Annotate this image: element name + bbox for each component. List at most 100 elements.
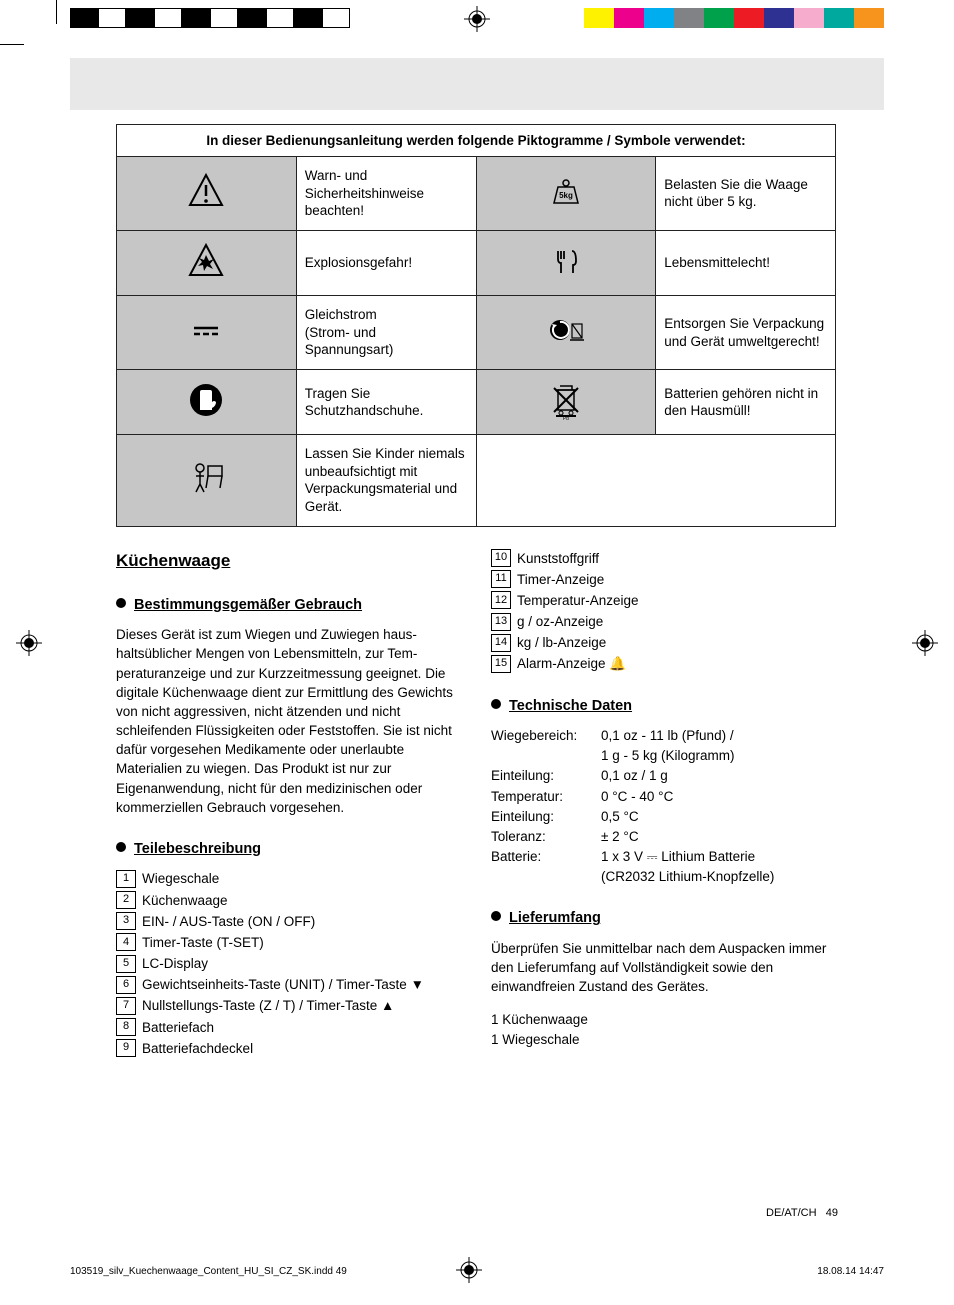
pictogram-icon: 5kg <box>476 157 656 231</box>
part-number: 6 <box>116 976 136 994</box>
intended-use-body: Dieses Gerät ist zum Wiegen und Zuwiegen… <box>116 625 461 817</box>
part-number: 8 <box>116 1018 136 1036</box>
part-number: 13 <box>491 613 511 631</box>
part-item: 9Batteriefachdeckel <box>116 1039 461 1058</box>
pictogram-desc: Explosionsgefahr! <box>296 230 476 296</box>
pictogram-icon <box>117 296 297 370</box>
pictogram-icon <box>117 435 297 526</box>
tech-value: 1 x 3 V ⎓ Lithium Batterie <box>601 847 755 866</box>
part-label: LC-Display <box>142 954 208 973</box>
scope-body: Überprüfen Sie unmittelbar nach dem Ausp… <box>491 939 836 996</box>
pictogram-desc: Warn- und Sicherheitshinweise beachten! <box>296 157 476 231</box>
part-label: g / oz-Anzeige <box>517 612 603 631</box>
tech-label <box>491 867 601 886</box>
part-item: 14 kg / lb-Anzeige <box>491 633 836 652</box>
tech-value: 0,5 °C <box>601 807 639 826</box>
part-item: 1Wiegeschale <box>116 869 461 888</box>
pictogram-icon: Pb <box>476 369 656 435</box>
part-number: 2 <box>116 891 136 909</box>
tech-row: Toleranz:± 2 °C <box>491 827 836 846</box>
section-heading-intended-use: Bestimmungsgemäßer Gebrauch <box>116 595 461 616</box>
part-item: 3 EIN- / AUS-Taste (ON / OFF) <box>116 912 461 931</box>
tech-row: Einteilung:0,1 oz / 1 g <box>491 766 836 785</box>
tech-row: Wiegebereich:0,1 oz - 11 lb (Pfund) / <box>491 726 836 745</box>
tech-label: Toleranz: <box>491 827 601 846</box>
tech-label <box>491 746 601 765</box>
tech-label: Batterie: <box>491 847 601 866</box>
scope-item: 1 Wiegeschale <box>491 1030 836 1049</box>
part-label: Nullstellungs-Taste (Z / T) / Timer-Tast… <box>142 996 394 1015</box>
svg-text:Pb: Pb <box>563 416 569 420</box>
pictogram-icon <box>117 369 297 435</box>
part-number: 4 <box>116 933 136 951</box>
pictogram-table: In dieser Bedienungsanleitung werden fol… <box>116 124 836 527</box>
part-number: 9 <box>116 1039 136 1057</box>
part-item: 8 Batteriefach <box>116 1018 461 1037</box>
part-label: Küchenwaage <box>142 891 228 910</box>
imprint-bar: 103519_silv_Kuechenwaage_Content_HU_SI_C… <box>70 1266 884 1277</box>
page-footer: DE/AT/CH 49 <box>766 1207 838 1219</box>
part-item: 2 Küchenwaage <box>116 891 461 910</box>
part-label: Wiegeschale <box>142 869 219 888</box>
tech-label: Wiegebereich: <box>491 726 601 745</box>
svg-text:5kg: 5kg <box>559 191 573 200</box>
pictogram-icon <box>117 230 297 296</box>
part-number: 7 <box>116 997 136 1015</box>
part-item: 7 Nullstellungs-Taste (Z / T) / Timer-Tas… <box>116 996 461 1015</box>
tech-value: 0,1 oz - 11 lb (Pfund) / <box>601 726 734 745</box>
tech-value: 1 g - 5 kg (Kilogramm) <box>601 746 735 765</box>
imprint-file: 103519_silv_Kuechenwaage_Content_HU_SI_C… <box>70 1266 347 1277</box>
part-number: 14 <box>491 634 511 652</box>
page-title: Küchenwaage <box>116 549 461 573</box>
pictogram-table-header: In dieser Bedienungsanleitung werden fol… <box>117 125 836 157</box>
section-heading-techdata: Technische Daten <box>491 696 836 717</box>
section-heading-parts: Teilebeschreibung <box>116 839 461 860</box>
pictogram-desc: Entsorgen Sie Verpackung und Gerät umwel… <box>656 296 836 370</box>
tech-row: Batterie:1 x 3 V ⎓ Lithium Batterie <box>491 847 836 866</box>
part-item: 11 Timer-Anzeige <box>491 570 836 589</box>
tech-value: ± 2 °C <box>601 827 639 846</box>
part-item: 13 g / oz-Anzeige <box>491 612 836 631</box>
part-label: EIN- / AUS-Taste (ON / OFF) <box>142 912 315 931</box>
part-number: 5 <box>116 955 136 973</box>
part-label: Gewichtseinheits-Taste (UNIT) / Timer-Ta… <box>142 975 424 994</box>
part-number: 3 <box>116 912 136 930</box>
page-header-band <box>70 58 884 110</box>
pictogram-icon <box>476 230 656 296</box>
part-item: 5 LC-Display <box>116 954 461 973</box>
pictogram-icon <box>117 157 297 231</box>
part-label: Temperatur-Anzeige <box>517 591 639 610</box>
scope-item: 1 Küchenwaage <box>491 1010 836 1029</box>
part-label: Batteriefach <box>142 1018 214 1037</box>
pictogram-desc: Batterien gehören nicht in den Hausmüll! <box>656 369 836 435</box>
part-number: 15 <box>491 655 511 673</box>
tech-label: Temperatur: <box>491 787 601 806</box>
pictogram-desc: Lassen Sie Kinder niemals unbeauf­sichti… <box>296 435 476 526</box>
part-label: kg / lb-Anzeige <box>517 633 606 652</box>
part-item: 12 Temperatur-Anzeige <box>491 591 836 610</box>
part-item: 15 Alarm-Anzeige 🔔 <box>491 654 836 673</box>
part-number: 10 <box>491 549 511 567</box>
registration-mark <box>912 630 938 656</box>
part-number: 11 <box>491 570 511 588</box>
part-label: Alarm-Anzeige 🔔 <box>517 654 626 673</box>
part-number: 12 <box>491 591 511 609</box>
tech-value: (CR2032 Lithium-Knopfzelle) <box>601 867 774 886</box>
registration-mark <box>16 630 42 656</box>
imprint-date: 18.08.14 14:47 <box>817 1266 884 1277</box>
tech-value: 0,1 oz / 1 g <box>601 766 668 785</box>
part-label: Timer-Taste (T-SET) <box>142 933 264 952</box>
pictogram-desc: Tragen Sie Schutzhandschuhe. <box>296 369 476 435</box>
tech-label: Einteilung: <box>491 807 601 826</box>
tech-value: 0 °C - 40 °C <box>601 787 673 806</box>
pictogram-desc: Belasten Sie die Waage nicht über 5 kg. <box>656 157 836 231</box>
pictogram-desc: Gleichstrom (Strom- und Spannungsart) <box>296 296 476 370</box>
tech-row: 1 g - 5 kg (Kilogramm) <box>491 746 836 765</box>
pictogram-icon <box>476 296 656 370</box>
part-label: Timer-Anzeige <box>517 570 604 589</box>
part-item: 4 Timer-Taste (T-SET) <box>116 933 461 952</box>
tech-label: Einteilung: <box>491 766 601 785</box>
tech-row: (CR2032 Lithium-Knopfzelle) <box>491 867 836 886</box>
pictogram-desc: Lebensmittelecht! <box>656 230 836 296</box>
part-item: 6 Gewichtseinheits-Taste (UNIT) / Timer-T… <box>116 975 461 994</box>
